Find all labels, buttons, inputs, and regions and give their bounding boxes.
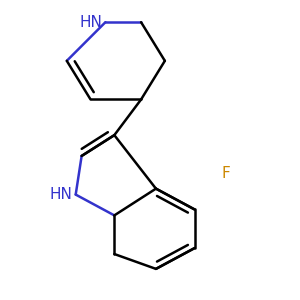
Text: F: F xyxy=(221,166,230,181)
Text: HN: HN xyxy=(80,15,102,30)
Text: HN: HN xyxy=(50,187,73,202)
